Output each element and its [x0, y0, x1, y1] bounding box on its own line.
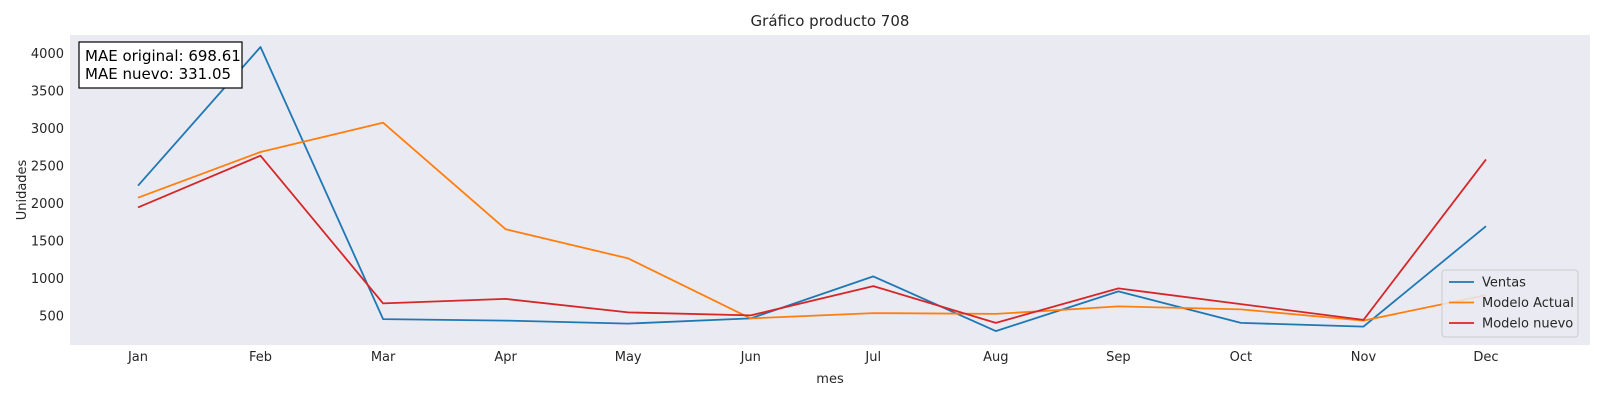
series-line-modelo-actual	[137, 121, 1487, 322]
x-tick-label: Jan	[127, 350, 148, 365]
y-tick-label: 3000	[31, 122, 64, 137]
x-axis-label: mes	[816, 372, 844, 387]
x-tick-label: Sep	[1106, 350, 1131, 365]
series-line-ventas	[137, 46, 1487, 333]
x-tick-label: Jun	[740, 350, 761, 365]
x-tick-label: Dec	[1473, 350, 1498, 365]
x-tick-label: Nov	[1351, 350, 1377, 365]
annotation-box	[78, 41, 243, 89]
x-tick-label: Feb	[249, 350, 272, 365]
chart-title: Gráfico producto 708	[751, 12, 910, 30]
legend-label: Modelo nuevo	[1482, 317, 1573, 332]
y-tick-label: 2500	[31, 160, 64, 175]
legend-frame	[1441, 269, 1579, 338]
mae-annotation: MAE original: 698.61 MAE nuevo: 331.05	[78, 41, 243, 89]
x-tick-label: Mar	[371, 350, 396, 365]
legend-label: Modelo Actual	[1482, 296, 1574, 311]
x-tick-label: May	[615, 350, 642, 365]
legend-label: Ventas	[1482, 276, 1526, 291]
x-tick-label: Apr	[494, 350, 517, 365]
x-axis: Jan Feb Mar Apr May Jun Jul Aug Sep Oct Nov Dec	[127, 350, 1499, 365]
y-tick-label: 1500	[31, 235, 64, 250]
x-tick-label: Oct	[1230, 350, 1252, 365]
y-tick-label: 2000	[31, 197, 64, 212]
series-lines	[137, 46, 1487, 333]
legend: Ventas Modelo Actual Modelo nuevo	[1441, 269, 1579, 338]
y-axis-label: Unidades	[15, 159, 30, 220]
plot-background	[70, 35, 1590, 345]
y-tick-label: 3500	[31, 85, 64, 100]
annotation-mae-nuevo: MAE nuevo: 331.05	[85, 65, 231, 83]
x-tick-label: Aug	[983, 350, 1008, 365]
y-axis: 500 1000 1500 2000 2500 3000 3500 4000	[31, 47, 64, 324]
x-tick-label: Jul	[864, 350, 881, 365]
y-tick-label: 1000	[31, 272, 64, 287]
series-line-modelo-nuevo	[137, 154, 1487, 324]
y-tick-label: 4000	[31, 47, 64, 62]
annotation-mae-original: MAE original: 698.61	[85, 47, 241, 65]
y-tick-label: 500	[39, 310, 64, 325]
